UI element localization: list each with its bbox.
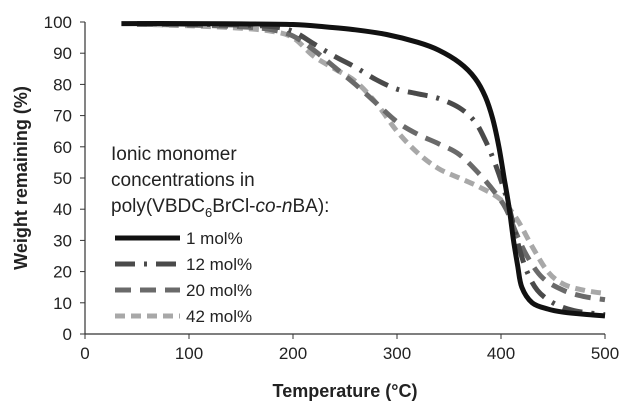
y-tick-label: 10: [53, 294, 72, 313]
x-tick-label: 100: [175, 344, 203, 363]
legend-label-4: 42 mol%: [186, 307, 252, 326]
y-tick-label: 50: [53, 169, 72, 188]
legend-title-subscript: 6: [205, 205, 212, 220]
legend-title-n: n: [282, 196, 293, 217]
series-line-3: [136, 21, 606, 303]
y-tick-label: 20: [53, 263, 72, 282]
series-line-4: [136, 21, 606, 296]
y-tick-label: 90: [53, 44, 72, 63]
legend-title-line-2: concentrations in: [111, 170, 255, 191]
series-line-1: [121, 21, 606, 319]
x-tick-label: 400: [487, 344, 515, 363]
legend-title-line-3: poly(VBDC6BrCl-co-nBA):: [111, 196, 329, 220]
legend-label-2: 12 mol%: [186, 255, 252, 274]
y-tick-label: 70: [53, 107, 72, 126]
legend-title-line-1: Ionic monomer: [111, 144, 237, 165]
y-tick-label: 80: [53, 75, 72, 94]
y-ticks: 0 10 20 30 40 50 60 70 80 90 100: [44, 13, 85, 344]
x-tick-label: 500: [591, 344, 619, 363]
series-line-2: [136, 21, 606, 318]
legend-title-co: co: [256, 196, 276, 217]
legend: Ionic monomer concentrations in poly(VBD…: [111, 144, 329, 326]
x-ticks: 0 100 200 300 400 500: [80, 334, 619, 363]
legend-label-1: 1 mol%: [186, 229, 243, 248]
x-axis-title: Temperature (°C): [273, 381, 418, 401]
y-tick-label: 100: [44, 13, 72, 32]
legend-title-poly: poly(VBDC: [111, 196, 205, 217]
legend-title-hyphen: -: [276, 196, 282, 217]
y-tick-label: 40: [53, 200, 72, 219]
x-tick-label: 200: [279, 344, 307, 363]
x-tick-label: 0: [80, 344, 89, 363]
legend-entries: 1 mol% 12 mol% 20 mol% 42 mol%: [115, 229, 252, 326]
legend-title-ba: BA):: [292, 196, 329, 217]
series-group: [121, 21, 606, 319]
legend-title-brcl: BrCl-: [212, 196, 255, 217]
y-tick-label: 30: [53, 231, 72, 250]
y-axis-title: Weight remaining (%): [11, 86, 31, 270]
y-tick-label: 60: [53, 138, 72, 157]
x-tick-label: 300: [383, 344, 411, 363]
legend-label-3: 20 mol%: [186, 281, 252, 300]
y-tick-label: 0: [63, 325, 72, 344]
